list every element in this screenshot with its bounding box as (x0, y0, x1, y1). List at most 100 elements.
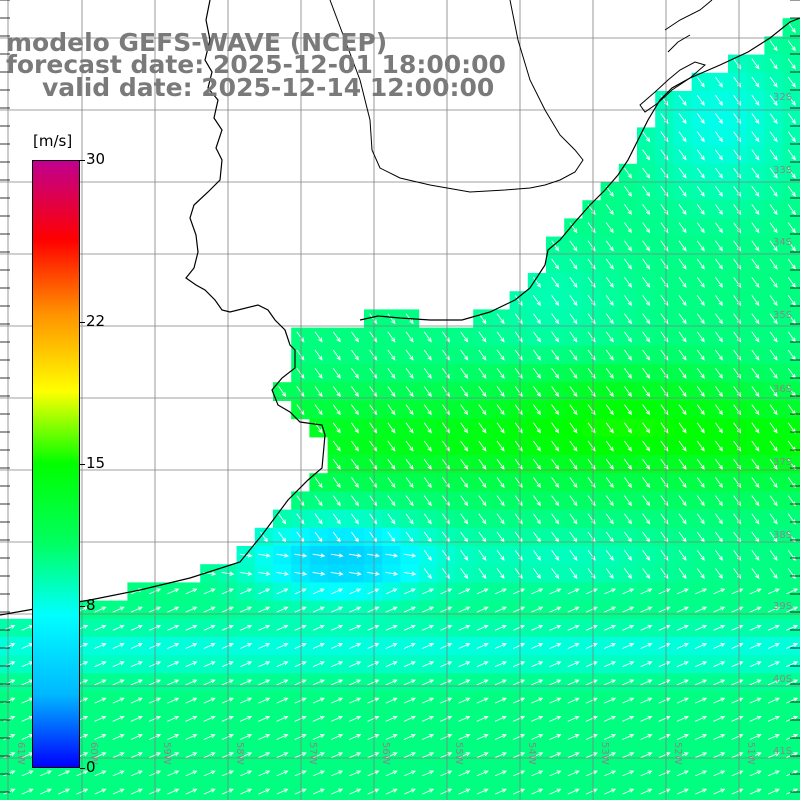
wind-arrow (294, 770, 307, 777)
wind-arrow (678, 131, 687, 143)
wind-arrow (731, 788, 744, 795)
wind-arrow (405, 367, 414, 379)
wind-arrow (531, 661, 544, 668)
wind-arrow (476, 588, 489, 595)
wind-arrow (715, 367, 724, 379)
wind-arrow (294, 606, 307, 613)
wind-arrow (715, 185, 724, 197)
wind-arrow (751, 94, 760, 106)
wind-arrow (367, 588, 380, 595)
wind-arrow (513, 588, 526, 595)
wind-arrow (751, 222, 760, 234)
wind-arrow (112, 643, 125, 649)
wind-arrow (221, 571, 235, 576)
wind-arrow (294, 588, 307, 595)
wind-arrow (240, 715, 253, 722)
wind-arrow (660, 149, 669, 161)
wind-arrow (622, 715, 635, 722)
wind-arrow (567, 715, 580, 722)
wind-arrow (94, 788, 107, 795)
wind-arrow (296, 349, 305, 361)
wind-arrow (658, 715, 671, 722)
forecast-date: forecast date: 2025-12-01 18:00:00 (6, 50, 506, 79)
wind-arrow (112, 606, 125, 613)
wind-arrow (460, 495, 469, 507)
longitude-label: 51W (745, 742, 756, 765)
wind-arrow (769, 167, 778, 179)
wind-arrow (331, 752, 344, 759)
wind-arrow (221, 661, 234, 668)
wind-arrow (696, 258, 705, 270)
wind-arrow (549, 788, 562, 795)
wind-arrow (551, 386, 560, 398)
wind-arrow (21, 770, 34, 777)
wind-arrow (604, 697, 617, 704)
wind-arrow (478, 495, 487, 507)
wind-arrow (605, 513, 614, 525)
wind-arrow (678, 149, 687, 161)
wind-arrow (185, 788, 198, 795)
wind-arrow (678, 113, 687, 125)
wind-arrow (203, 679, 216, 686)
wind-arrow (733, 386, 742, 398)
wind-arrow (478, 513, 487, 525)
wind-arrow (533, 549, 542, 561)
wind-arrow (314, 513, 323, 525)
wind-arrow (331, 679, 344, 686)
wind-arrow (767, 788, 780, 795)
wind-arrow (478, 386, 487, 398)
wind-arrow (403, 734, 416, 740)
wind-arrow (715, 404, 724, 416)
wind-arrow (167, 752, 180, 759)
wind-arrow (658, 606, 671, 613)
wind-arrow (203, 770, 216, 777)
wind-arrow (112, 734, 125, 740)
wind-arrow (294, 553, 308, 558)
wind-arrow (405, 349, 414, 361)
wind-arrow (531, 679, 544, 686)
wind-arrow (585, 734, 598, 740)
wind-arrow (624, 204, 633, 216)
wind-arrow (569, 422, 578, 434)
wind-arrow (276, 571, 290, 576)
wind-arrow (605, 440, 614, 452)
wind-arrow (713, 624, 726, 631)
wind-arrow (767, 697, 780, 704)
wind-arrow (678, 331, 687, 343)
wind-arrow (332, 513, 341, 525)
wind-arrow (58, 770, 71, 777)
wind-arrow (786, 643, 799, 649)
wind-arrow (39, 770, 52, 777)
wind-arrow (786, 734, 799, 740)
wind-arrow (604, 624, 617, 631)
wind-arrow (733, 513, 742, 525)
wind-arrow (258, 788, 271, 795)
wind-arrow (660, 349, 669, 361)
wind-arrow (403, 770, 416, 777)
uruguay-coastline (359, 17, 800, 321)
wind-arrow (203, 606, 216, 613)
wind-arrow (549, 661, 562, 668)
wind-arrow (678, 513, 687, 525)
wind-arrow (167, 697, 180, 704)
wind-arrow (624, 367, 633, 379)
wind-arrow (349, 624, 362, 631)
wind-arrow (533, 367, 542, 379)
wind-arrow (695, 643, 708, 649)
wind-arrow (385, 679, 398, 686)
wind-arrow (549, 715, 562, 722)
wind-arrow (787, 40, 796, 52)
colorbar (32, 160, 80, 768)
wind-arrow (733, 131, 742, 143)
wind-arrow (440, 752, 453, 759)
wind-arrow (624, 440, 633, 452)
wind-arrow (276, 606, 289, 613)
wind-arrow (715, 204, 724, 216)
wind-arrow (769, 131, 778, 143)
wind-cell (782, 127, 800, 147)
wind-arrow (276, 752, 289, 759)
wind-arrow (660, 422, 669, 434)
wind-arrow (496, 386, 505, 398)
colorbar-unit: [m/s] (30, 132, 76, 150)
wind-arrow (678, 222, 687, 234)
